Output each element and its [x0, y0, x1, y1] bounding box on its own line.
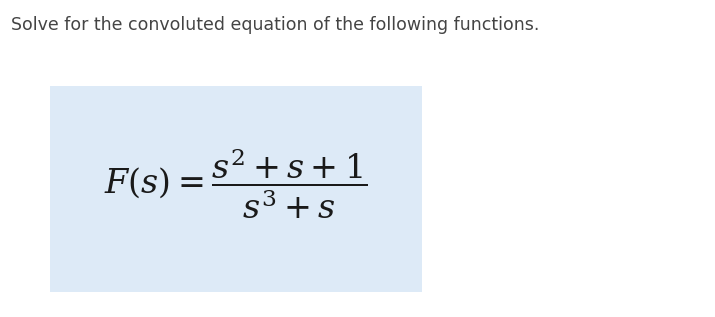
- FancyBboxPatch shape: [50, 86, 422, 292]
- Text: $F(s) = \dfrac{s^2 + s + 1}{s^3 + s}$: $F(s) = \dfrac{s^2 + s + 1}{s^3 + s}$: [104, 146, 368, 221]
- Text: Solve for the convoluted equation of the following functions.: Solve for the convoluted equation of the…: [11, 16, 539, 34]
